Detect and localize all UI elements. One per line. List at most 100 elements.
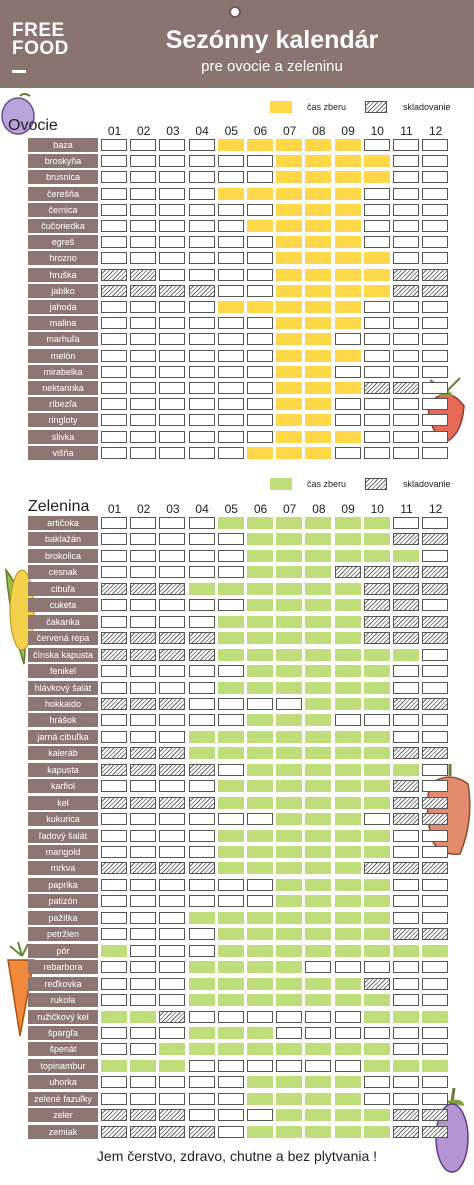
month-cell-empty bbox=[363, 220, 390, 232]
month-label: 05 bbox=[224, 124, 238, 138]
row-label: zeler bbox=[28, 1108, 98, 1123]
month-cell-harvest bbox=[276, 599, 303, 612]
month-cell-empty bbox=[422, 730, 449, 743]
month-cell-empty bbox=[188, 446, 215, 459]
month-cell-harvest bbox=[276, 301, 303, 313]
month-cell-empty bbox=[159, 994, 186, 1007]
month-cell-empty bbox=[393, 365, 419, 378]
vegetable-section-title: Zelenina bbox=[28, 498, 90, 515]
month-cell-empty bbox=[130, 203, 157, 216]
month-cell-empty bbox=[188, 398, 215, 411]
month-cell-empty bbox=[159, 398, 186, 411]
month-cell-harvest bbox=[101, 1010, 127, 1023]
month-cell-empty bbox=[130, 994, 157, 1007]
month-cell-harvest bbox=[276, 846, 303, 858]
month-cell-empty bbox=[422, 220, 449, 232]
month-cell-empty bbox=[363, 333, 390, 346]
month-cell-harvest bbox=[334, 648, 361, 661]
month-cell-empty bbox=[363, 1092, 390, 1105]
plum-icon bbox=[1, 93, 35, 135]
row-label: cibuľa bbox=[28, 581, 98, 596]
month-cell-harvest bbox=[363, 1043, 390, 1056]
month-cell-harvest bbox=[247, 928, 273, 941]
month-cell-storage bbox=[422, 615, 449, 628]
month-cell-empty bbox=[217, 895, 244, 908]
row-label: petržlen bbox=[28, 927, 98, 942]
month-cell-empty bbox=[276, 1059, 303, 1072]
month-cell-harvest bbox=[276, 813, 303, 826]
month-cell-harvest bbox=[217, 187, 244, 200]
month-cell-empty bbox=[393, 681, 419, 694]
month-cell-empty bbox=[101, 139, 127, 151]
month-cell-harvest bbox=[363, 268, 390, 281]
month-cell-empty bbox=[188, 813, 215, 826]
month-cell-harvest bbox=[363, 796, 390, 809]
month-cell-harvest bbox=[334, 139, 361, 151]
month-cell-empty bbox=[159, 961, 186, 974]
month-label: 11 bbox=[400, 124, 413, 138]
month-cell-empty bbox=[101, 430, 127, 443]
month-cell-harvest bbox=[305, 846, 332, 858]
month-cell-empty bbox=[188, 517, 215, 529]
header-banner: FREE FOOD Sezónny kalendár pre ovocie a … bbox=[0, 0, 474, 88]
month-cell-harvest bbox=[305, 533, 332, 546]
month-cell-harvest bbox=[334, 187, 361, 200]
month-cell-storage bbox=[159, 763, 186, 776]
month-cell-empty bbox=[101, 155, 127, 168]
row-label: baza bbox=[28, 138, 98, 152]
month-cell-empty bbox=[422, 333, 449, 346]
month-cell-harvest bbox=[276, 533, 303, 546]
month-cell-empty bbox=[101, 566, 127, 579]
month-cell-harvest bbox=[334, 430, 361, 443]
month-cell-empty bbox=[305, 1010, 332, 1023]
month-cell-harvest bbox=[305, 446, 332, 459]
month-cell-empty bbox=[159, 549, 186, 562]
month-cell-empty bbox=[130, 446, 157, 459]
month-cell-empty bbox=[247, 430, 273, 443]
month-cell-harvest bbox=[276, 994, 303, 1007]
month-cell-empty bbox=[101, 928, 127, 941]
row-label: topinambur bbox=[28, 1058, 98, 1073]
month-cell-storage bbox=[159, 747, 186, 760]
month-cell-storage bbox=[130, 648, 157, 661]
month-cell-empty bbox=[130, 615, 157, 628]
month-cell-empty bbox=[422, 430, 449, 443]
month-cell-empty bbox=[422, 203, 449, 216]
month-cell-harvest bbox=[276, 517, 303, 529]
month-cell-empty bbox=[101, 203, 127, 216]
month-cell-harvest bbox=[334, 681, 361, 694]
month-cell-empty bbox=[159, 139, 186, 151]
month-cell-empty bbox=[101, 895, 127, 908]
month-cell-harvest bbox=[305, 220, 332, 232]
month-cell-harvest bbox=[247, 780, 273, 793]
row-label: hruška bbox=[28, 267, 98, 282]
month-cell-empty bbox=[159, 911, 186, 924]
month-cell-empty bbox=[101, 714, 127, 727]
month-cell-empty bbox=[130, 236, 157, 249]
month-cell-empty bbox=[422, 599, 449, 612]
month-cell-harvest bbox=[305, 566, 332, 579]
month-label: 03 bbox=[166, 124, 180, 138]
row-label: malina bbox=[28, 316, 98, 331]
month-cell-empty bbox=[217, 220, 244, 232]
month-cell-empty bbox=[422, 763, 449, 776]
month-cell-empty bbox=[247, 1109, 273, 1122]
month-cell-empty bbox=[305, 1059, 332, 1072]
month-cell-empty bbox=[393, 187, 419, 200]
month-cell-harvest bbox=[363, 681, 390, 694]
month-cell-empty bbox=[334, 365, 361, 378]
month-cell-empty bbox=[188, 1076, 215, 1089]
month-cell-harvest bbox=[247, 517, 273, 529]
month-cell-empty bbox=[393, 398, 419, 411]
month-cell-empty bbox=[101, 252, 127, 265]
month-cell-empty bbox=[393, 349, 419, 362]
month-cell-storage bbox=[188, 632, 215, 645]
month-cell-harvest bbox=[276, 763, 303, 776]
row-label: baklažán bbox=[28, 532, 98, 547]
month-cell-empty bbox=[363, 446, 390, 459]
month-cell-harvest bbox=[247, 846, 273, 858]
month-cell-storage bbox=[393, 268, 419, 281]
month-cell-harvest bbox=[217, 862, 244, 875]
month-cell-harvest bbox=[276, 1043, 303, 1056]
month-cell-harvest bbox=[305, 697, 332, 710]
